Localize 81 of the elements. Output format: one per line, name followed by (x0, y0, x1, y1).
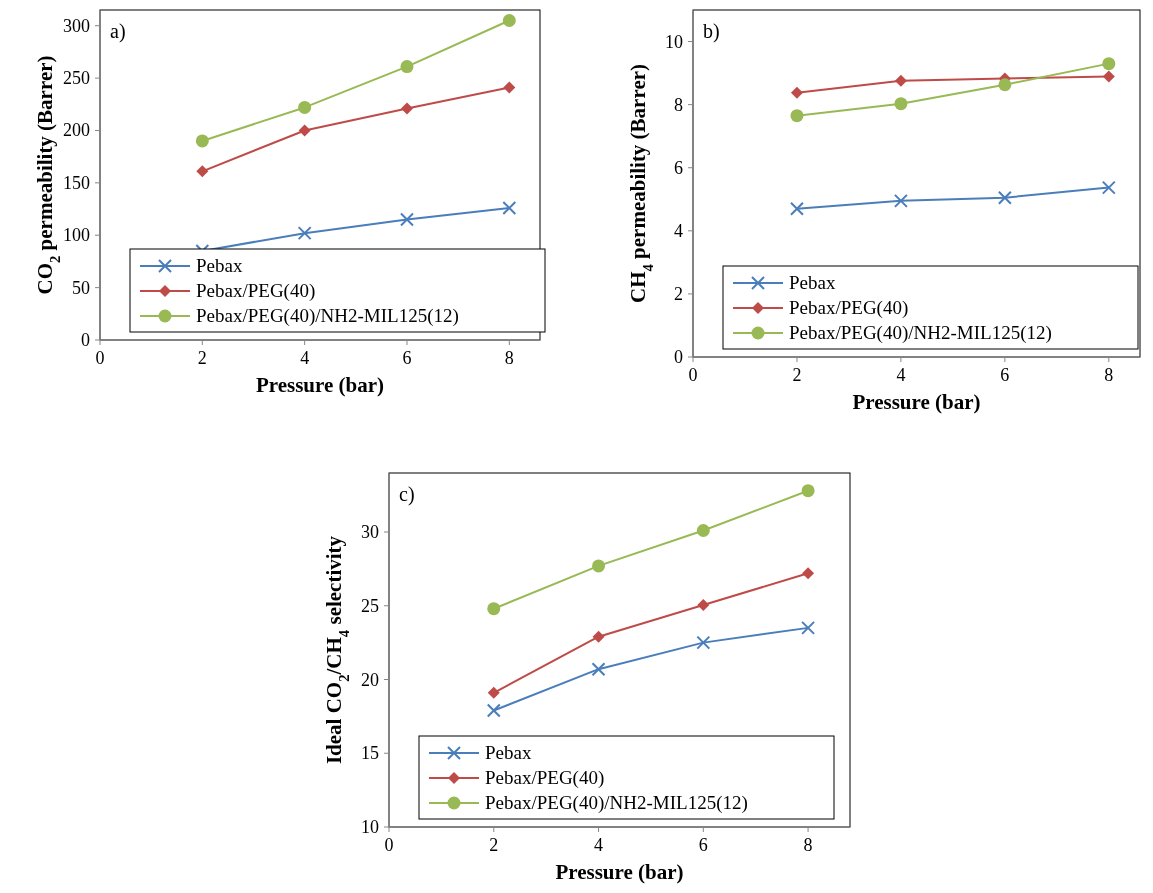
x-tick-label: 2 (792, 365, 802, 385)
point (503, 81, 516, 94)
x-tick-label: 8 (1104, 365, 1114, 385)
x-tick-label: 6 (698, 835, 708, 855)
point (696, 635, 711, 650)
point (297, 226, 312, 241)
point (399, 212, 414, 227)
legend-label: Pebax/PEG(40)/NH2-MIL125(12) (196, 305, 459, 327)
point (1101, 180, 1116, 195)
point (998, 78, 1012, 92)
y-tick-label: 300 (63, 15, 90, 36)
y-tick-label: 20 (361, 669, 379, 690)
y-tick-label: 10 (361, 817, 379, 837)
point (502, 13, 516, 27)
legend-label: Pebax (485, 742, 532, 763)
annotation: a) (110, 20, 126, 43)
x-axis-title: Pressure (bar) (852, 390, 981, 414)
point (802, 567, 815, 580)
x-tick-label: 4 (896, 365, 906, 385)
x-tick-label: 6 (1000, 365, 1010, 385)
point (696, 524, 710, 538)
point (502, 201, 517, 215)
point (400, 102, 413, 115)
point (195, 134, 209, 148)
x-tick-label: 4 (300, 348, 310, 368)
point (592, 559, 606, 573)
y-tick-label: 2 (674, 283, 683, 304)
y-tick-label: 10 (665, 31, 683, 52)
point (1102, 57, 1116, 71)
x-axis-title: Pressure (bar) (555, 860, 684, 884)
point (486, 703, 501, 718)
point (790, 86, 803, 99)
point (894, 74, 907, 87)
point (592, 630, 605, 643)
point (801, 484, 815, 498)
legend-label: Pebax/PEG(40)/NH2-MIL125(12) (789, 322, 1052, 344)
x-tick-label: 6 (402, 348, 412, 368)
x-tick-label: 8 (803, 835, 813, 855)
y-tick-label: 6 (674, 157, 683, 178)
point (697, 599, 710, 612)
x-tick-label: 2 (197, 348, 207, 368)
annotation: c) (399, 483, 415, 506)
legend-label: Pebax/PEG(40)/NH2-MIL125(12) (485, 792, 748, 814)
x-tick-label: 4 (594, 835, 604, 855)
legend-label: Pebax/PEG(40) (196, 280, 316, 302)
y-tick-label: 100 (63, 225, 90, 246)
y-tick-label: 150 (63, 172, 90, 193)
point (298, 100, 312, 114)
legend-label: Pebax (789, 272, 836, 293)
legend-label: Pebax/PEG(40) (789, 297, 909, 319)
point (591, 662, 606, 677)
legend-label: Pebax (196, 255, 243, 276)
point (997, 190, 1012, 205)
legend-label: Pebax/PEG(40) (485, 767, 605, 789)
y-tick-label: 15 (361, 743, 379, 764)
y-tick-label: 50 (72, 277, 90, 298)
point (790, 109, 804, 123)
x-tick-label: 0 (95, 348, 105, 368)
y-tick-label: 4 (674, 220, 683, 241)
x-tick-label: 8 (504, 348, 514, 368)
point (400, 60, 414, 74)
y-tick-label: 250 (63, 68, 90, 89)
y-tick-label: 30 (361, 522, 379, 542)
y-tick-label: 200 (63, 120, 90, 141)
point (789, 201, 804, 216)
x-axis-title: Pressure (bar) (255, 373, 385, 397)
point (801, 620, 816, 635)
point (487, 686, 500, 699)
x-tick-label: 2 (489, 835, 499, 855)
point (196, 165, 209, 178)
x-tick-label: 0 (688, 365, 698, 385)
point (1102, 70, 1115, 83)
annotation: b) (703, 20, 720, 43)
y-tick-label: 25 (361, 595, 379, 616)
point (893, 193, 908, 208)
x-tick-label: 0 (384, 835, 394, 855)
y-tick-label: 0 (81, 330, 90, 350)
point (487, 602, 501, 616)
point (298, 124, 311, 137)
point (894, 97, 908, 111)
y-tick-label: 8 (674, 94, 683, 115)
